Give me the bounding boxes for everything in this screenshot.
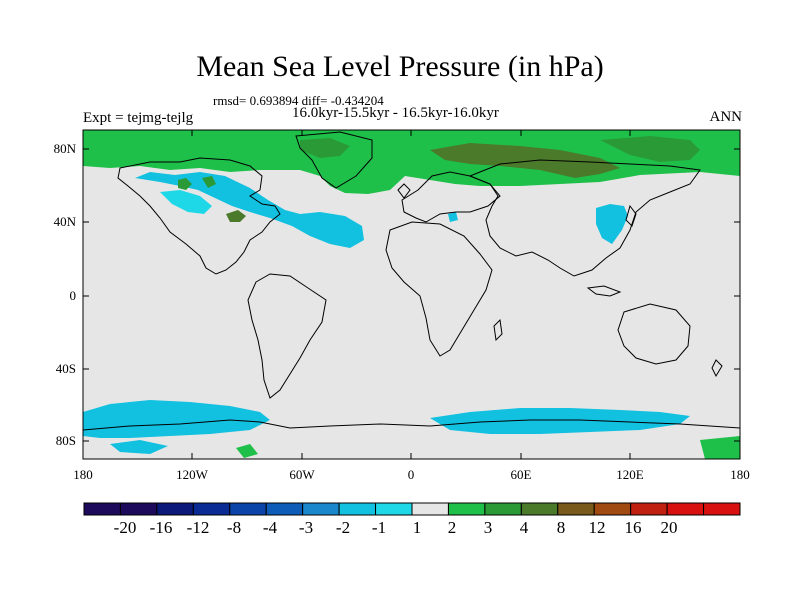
- colorbar-swatch: [484, 502, 522, 516]
- colorbar-swatch: [338, 502, 377, 516]
- lon-tick-120e: 120E: [616, 467, 644, 482]
- colorbar-swatch: [156, 502, 194, 516]
- colorbar-label: -20: [113, 518, 137, 537]
- greenland-strong-positive: [300, 138, 350, 158]
- north-america-coast: [117, 157, 281, 275]
- colorbar-swatch: [666, 502, 705, 516]
- colorbar-label: 12: [588, 518, 606, 537]
- lat-tick-0: 0: [69, 288, 77, 303]
- colorbar-label: 4: [519, 518, 529, 537]
- greenland-coast: [295, 131, 373, 189]
- japan-coast: [625, 204, 637, 227]
- arctic-strong-positive: [600, 136, 700, 162]
- experiment-label: Expt = tejmg-tejlg: [83, 110, 194, 126]
- lat-tick-80s: 80S: [55, 433, 76, 448]
- labrador-positive-patch-2: [178, 178, 192, 190]
- season-label: ANN: [709, 109, 743, 125]
- south-america-coast: [247, 273, 327, 399]
- anomaly-fields: [83, 130, 740, 459]
- lat-tick-40s: 40S: [55, 361, 76, 376]
- australia-coast: [617, 303, 691, 365]
- antarctic-west-positive: [236, 444, 258, 458]
- colorbar-swatch: [593, 502, 632, 516]
- colorbar-label: 16: [624, 518, 642, 537]
- colorbar-label: 1: [412, 518, 422, 537]
- lon-tick-120w: 120W: [176, 467, 208, 482]
- lat-tick-80n: 80N: [53, 141, 76, 156]
- colorbar-swatch: [119, 502, 158, 516]
- mediterranean-negative: [448, 212, 458, 222]
- hudson-positive-patch: [202, 176, 216, 188]
- southern-ocean-negative-east: [430, 408, 690, 434]
- europe-coast: [401, 171, 501, 223]
- eurasia-strong-positive: [430, 143, 620, 178]
- colorbar-label: -2: [335, 518, 351, 537]
- asia-coast: [468, 159, 701, 277]
- rmsd-diff-stats: rmsd= 0.693894 diff= -0.434204: [213, 93, 384, 108]
- colorbar-swatch: [557, 502, 595, 516]
- antarctica-coast: [83, 419, 740, 431]
- north-america-negative: [135, 172, 364, 248]
- colorbar-label: 3: [483, 518, 493, 537]
- colorbar-label: -3: [298, 518, 314, 537]
- colorbar-label: 8: [556, 518, 566, 537]
- colorbar-swatch: [265, 502, 304, 516]
- axis-ticks: [83, 130, 740, 459]
- colorbar-swatch: [302, 502, 340, 516]
- antarctic-east-positive: [700, 436, 740, 459]
- uk-coast: [397, 183, 411, 199]
- arctic-positive-region: [83, 130, 740, 194]
- colorbar-swatch: [192, 502, 231, 516]
- africa-coast: [385, 221, 493, 357]
- indonesia-coast: [586, 285, 622, 297]
- lon-tick-60e: 60E: [510, 467, 532, 482]
- lon-tick-60w: 60W: [289, 467, 315, 482]
- colorbar-swatch: [375, 502, 413, 516]
- new-zealand-coast: [711, 359, 723, 378]
- colorbar-swatch: [630, 502, 668, 516]
- colorbar-label: 2: [447, 518, 457, 537]
- colorbar-swatch: [411, 502, 449, 516]
- madagascar-coast: [493, 318, 503, 342]
- labrador-positive-patch: [226, 210, 246, 222]
- lon-tick-180w: 180: [73, 467, 93, 482]
- colorbar: [83, 502, 741, 516]
- coastlines: [83, 131, 740, 431]
- colorbar-swatch: [229, 502, 267, 516]
- southern-ocean-negative-west: [83, 400, 270, 438]
- period-label: 16.0kyr-15.5kyr - 16.5kyr-16.0kyr: [292, 105, 499, 121]
- lon-tick-0: 0: [407, 467, 415, 482]
- antarctic-negative-patch: [110, 440, 168, 454]
- colorbar-swatch: [520, 502, 559, 516]
- colorbar-label: -4: [262, 518, 278, 537]
- colorbar-swatch: [83, 502, 121, 516]
- lon-tick-180e: 180: [730, 467, 750, 482]
- colorbar-label: -12: [186, 518, 210, 537]
- colorbar-label: -1: [371, 518, 387, 537]
- north-pacific-negative: [596, 204, 628, 244]
- colorbar-label: -8: [226, 518, 242, 537]
- page-title: Mean Sea Level Pressure (in hPa): [196, 50, 604, 83]
- colorbar-swatch: [447, 502, 486, 516]
- north-america-minor-negative: [160, 190, 212, 214]
- colorbar-swatch: [703, 502, 741, 516]
- lat-tick-40n: 40N: [53, 214, 76, 229]
- colorbar-label: -16: [149, 518, 173, 537]
- colorbar-label: 20: [660, 518, 678, 537]
